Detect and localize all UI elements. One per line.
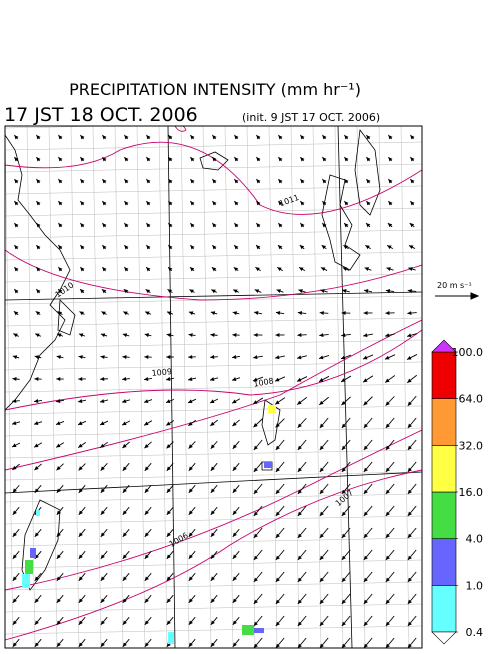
color-bin <box>432 585 456 632</box>
title: PRECIPITATION INTENSITY (mm hr⁻¹) <box>69 80 361 99</box>
color-legend-label: 0.4 <box>466 626 484 639</box>
precip-cell <box>242 625 254 635</box>
color-legend: 0.4 1.0 4.0 16.0 32.0 64.0 100.0 <box>432 340 483 644</box>
color-legend-label: 32.0 <box>459 439 484 452</box>
color-bin <box>432 352 456 399</box>
color-bin <box>432 492 456 539</box>
init-time: (init. 9 JST 17 OCT. 2006) <box>242 111 380 124</box>
precip-cell <box>22 574 30 588</box>
graticule-line <box>423 126 431 648</box>
color-legend-label: 100.0 <box>452 346 484 359</box>
color-legend-label: 16.0 <box>459 486 484 499</box>
color-under <box>432 632 456 644</box>
color-legend-label: 4.0 <box>466 533 484 546</box>
color-bin <box>432 445 456 492</box>
vector-legend-arrow <box>435 293 478 299</box>
precip-cell <box>168 632 174 644</box>
valid-time: 17 JST 18 OCT. 2006 <box>4 104 198 126</box>
precip-cell <box>25 560 33 574</box>
color-legend-label: 64.0 <box>459 393 484 406</box>
precip-cell <box>254 628 264 633</box>
vector-legend-label: 20 m s⁻¹ <box>437 281 472 290</box>
precip-cell <box>264 462 272 468</box>
color-bin <box>432 399 456 446</box>
isobar-label: 1009 <box>151 367 172 378</box>
precip-cell <box>30 548 36 558</box>
precip-cell <box>36 510 40 516</box>
color-bin <box>432 539 456 586</box>
precip-cell <box>268 405 276 413</box>
color-legend-label: 1.0 <box>466 579 484 592</box>
